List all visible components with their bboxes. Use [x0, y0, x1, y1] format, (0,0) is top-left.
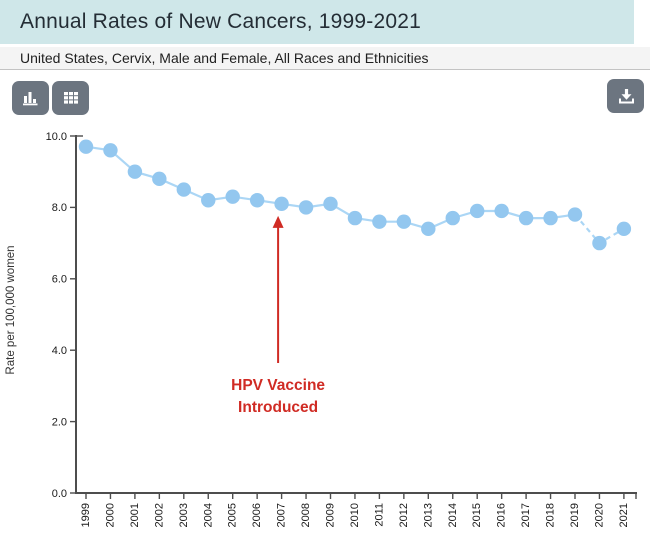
data-point-2013[interactable] [421, 221, 436, 237]
chart-area: 0.0 2.0 4.0 6.0 8.0 10.0 1999 2000 2001 2002 2003 2… [0, 120, 650, 540]
data-point-1999[interactable] [78, 139, 94, 154]
x-tick-label: 2007 [276, 503, 288, 527]
x-tick-label: 1999 [80, 503, 92, 527]
data-point-2006[interactable] [249, 193, 265, 208]
x-tick-label: 2008 [300, 503, 312, 527]
data-point-2005[interactable] [225, 189, 240, 204]
bar-chart-icon [21, 88, 41, 108]
data-point-2012[interactable] [396, 214, 412, 229]
y-tick-label: 8.0 [52, 202, 67, 214]
chart-subtitle: United States, Cervix, Male and Female, … [20, 50, 429, 66]
data-point-2007[interactable] [274, 196, 289, 212]
data-point-2010[interactable] [347, 210, 363, 226]
y-tick-label: 0.0 [52, 488, 67, 500]
x-tick-label: 2016 [496, 503, 508, 527]
data-point-2017[interactable] [518, 210, 534, 226]
data-point-2004[interactable] [201, 193, 216, 208]
y-tick-label: 6.0 [52, 274, 67, 286]
x-tick-label: 2020 [593, 503, 605, 527]
y-tick-label: 4.0 [52, 345, 67, 357]
annotation-hpv-vaccine-text: Introduced [238, 399, 318, 416]
x-tick-label: 2015 [471, 503, 483, 527]
x-tick-label: 2005 [227, 503, 239, 527]
data-point-2003[interactable] [176, 182, 191, 197]
x-tick-label: 2021 [618, 503, 630, 527]
x-tick-label: 2012 [398, 503, 410, 527]
data-point-2021[interactable] [616, 221, 632, 237]
y-tick-label: 2.0 [52, 416, 67, 428]
y-tick-label: 10.0 [46, 131, 67, 143]
x-tick-label: 2017 [520, 503, 532, 527]
chart-view-button[interactable] [12, 81, 49, 115]
download-button[interactable] [607, 79, 644, 113]
line-chart-canvas: 0.0 2.0 4.0 6.0 8.0 10.0 1999 2000 2001 2002 2003 2… [5, 131, 637, 527]
data-point-2009[interactable] [323, 196, 338, 212]
data-point-2014[interactable] [445, 210, 460, 226]
data-point-2016[interactable] [494, 203, 509, 219]
data-point-2011[interactable] [372, 214, 387, 229]
table-grid-icon [61, 88, 81, 108]
annotation-hpv-vaccine-text: HPV Vaccine [231, 377, 325, 394]
x-tick-label: 2000 [104, 503, 116, 527]
download-icon [616, 86, 636, 106]
data-point-2002[interactable] [152, 171, 167, 187]
x-tick-label: 2006 [251, 503, 263, 527]
annotation-arrow-head [272, 215, 284, 228]
x-tick-label: 2002 [153, 503, 165, 527]
x-tick-label: 2019 [569, 503, 581, 527]
data-point-2001[interactable] [127, 164, 143, 179]
x-tick-label: 2014 [447, 503, 459, 527]
page-title: Annual Rates of New Cancers, 1999-2021 [20, 10, 422, 33]
y-axis-title: Rate per 100,000 women [5, 245, 17, 374]
x-tick-label: 2018 [545, 503, 557, 527]
x-tick-label: 2009 [325, 503, 337, 527]
x-tick-label: 2011 [373, 503, 385, 527]
chart-subtitle-bar: United States, Cervix, Male and Female, … [0, 47, 650, 70]
x-tick-label: 2001 [129, 503, 141, 527]
data-point-2000[interactable] [103, 143, 118, 158]
x-tick-label: 2004 [202, 503, 214, 527]
data-point-2018[interactable] [543, 210, 558, 226]
chart-title-bar: Annual Rates of New Cancers, 1999-2021 [0, 0, 634, 44]
data-point-2020[interactable] [592, 235, 607, 251]
table-view-button[interactable] [52, 81, 89, 115]
x-tick-label: 2010 [349, 503, 361, 527]
x-tick-label: 2003 [178, 503, 190, 527]
data-point-2008[interactable] [298, 200, 314, 215]
data-point-2015[interactable] [470, 203, 485, 219]
data-point-2019[interactable] [567, 207, 583, 222]
x-tick-label: 2013 [422, 503, 434, 527]
